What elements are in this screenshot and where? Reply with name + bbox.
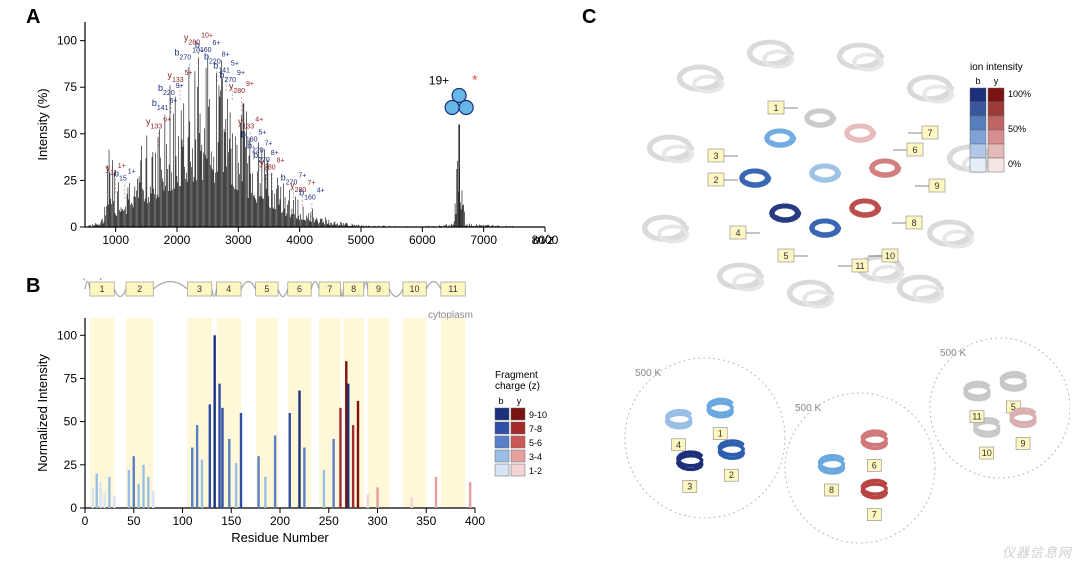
svg-text:7-8: 7-8	[529, 424, 542, 434]
svg-text:5-6: 5-6	[529, 438, 542, 448]
svg-text:ion intensity: ion intensity	[970, 62, 1023, 73]
svg-text:9: 9	[934, 181, 939, 191]
svg-text:6: 6	[872, 460, 877, 470]
svg-text:6: 6	[912, 145, 917, 155]
svg-text:7: 7	[872, 510, 877, 520]
svg-text:10: 10	[410, 284, 420, 294]
svg-text:3: 3	[197, 284, 202, 294]
svg-text:50%: 50%	[1008, 124, 1026, 134]
svg-text:150: 150	[221, 514, 241, 528]
svg-text:8: 8	[911, 218, 916, 228]
svg-text:1000: 1000	[102, 233, 129, 247]
svg-text:7: 7	[927, 128, 932, 138]
svg-text:300: 300	[367, 514, 387, 528]
svg-text:50: 50	[64, 127, 78, 141]
svg-text:2: 2	[713, 175, 718, 185]
svg-text:5: 5	[264, 284, 269, 294]
svg-text:9: 9	[376, 284, 381, 294]
svg-text:500 K: 500 K	[940, 348, 966, 359]
panel-c-structure: 1234567891011ion intensityby100%50%0%500…	[600, 8, 1070, 563]
svg-text:100: 100	[172, 514, 192, 528]
svg-text:9-10: 9-10	[529, 410, 547, 420]
svg-text:y: y	[517, 396, 522, 406]
svg-text:200: 200	[270, 514, 290, 528]
svg-text:4: 4	[676, 440, 681, 450]
svg-text:5: 5	[783, 251, 788, 261]
watermark: 仪器信息网	[1002, 542, 1072, 561]
svg-text:2: 2	[729, 470, 734, 480]
svg-text:4000: 4000	[286, 233, 313, 247]
svg-text:3: 3	[713, 151, 718, 161]
svg-text:0%: 0%	[1008, 159, 1021, 169]
svg-text:y2809+: y2809+	[229, 81, 254, 95]
svg-text:25: 25	[64, 458, 78, 472]
svg-text:b2207+: b2207+	[247, 140, 273, 154]
svg-text:3000: 3000	[225, 233, 252, 247]
svg-text:11: 11	[855, 261, 864, 271]
svg-text:Residue Number: Residue Number	[231, 530, 329, 545]
svg-text:2: 2	[137, 284, 142, 294]
svg-text:3: 3	[687, 481, 692, 491]
svg-text:4: 4	[735, 228, 740, 238]
svg-text:0: 0	[70, 501, 77, 515]
svg-text:350: 350	[416, 514, 436, 528]
svg-text:y1336+: y1336+	[146, 116, 171, 130]
svg-text:75: 75	[64, 80, 78, 94]
svg-text:19+: 19+	[429, 74, 449, 88]
svg-text:6: 6	[297, 284, 302, 294]
svg-text:500 K: 500 K	[795, 403, 821, 414]
svg-text:11: 11	[448, 284, 457, 294]
svg-text:1: 1	[773, 103, 778, 113]
svg-text:b: b	[498, 396, 503, 406]
svg-text:charge (z): charge (z)	[495, 381, 540, 392]
svg-text:25: 25	[64, 173, 78, 187]
svg-text:1: 1	[100, 284, 105, 294]
svg-text:100: 100	[57, 34, 77, 48]
svg-text:3-4: 3-4	[529, 452, 542, 462]
svg-text:100: 100	[57, 328, 77, 342]
svg-text:1-2: 1-2	[529, 466, 542, 476]
svg-text:11: 11	[972, 412, 981, 422]
svg-text:5000: 5000	[348, 233, 375, 247]
svg-text:0: 0	[70, 220, 77, 234]
svg-text:8: 8	[829, 485, 834, 495]
svg-text:50: 50	[64, 415, 78, 429]
svg-text:m/z: m/z	[533, 232, 554, 247]
svg-text:b1604+: b1604+	[299, 187, 325, 201]
svg-text:0: 0	[82, 514, 89, 528]
panel-c-label: C	[582, 6, 596, 29]
svg-text:100%: 100%	[1008, 89, 1031, 99]
svg-text:y2808+: y2808+	[259, 157, 284, 171]
svg-text:500 K: 500 K	[635, 368, 661, 379]
svg-text:2000: 2000	[164, 233, 191, 247]
svg-text:b1416+: b1416+	[152, 97, 178, 111]
svg-text:y: y	[994, 76, 999, 86]
svg-text:400: 400	[465, 514, 485, 528]
svg-text:periplasm: periplasm	[83, 278, 126, 281]
panel-b-residue-plot: periplasmcytoplasm1234567891011050100150…	[30, 278, 570, 563]
svg-text:7000: 7000	[470, 233, 497, 247]
svg-text:250: 250	[319, 514, 339, 528]
svg-text:Intensity (%): Intensity (%)	[35, 88, 50, 160]
svg-text:10: 10	[885, 251, 895, 261]
svg-text:b: b	[975, 76, 980, 86]
svg-text:8: 8	[351, 284, 356, 294]
svg-text:y1334+: y1334+	[238, 116, 263, 130]
svg-text:10: 10	[982, 448, 992, 458]
svg-text:75: 75	[64, 371, 78, 385]
panel-a-spectrum: 1000200030004000500060007000800002550751…	[30, 12, 570, 272]
svg-text:b2708+: b2708+	[253, 150, 279, 164]
svg-text:Fragment: Fragment	[495, 370, 538, 381]
svg-text:50: 50	[127, 514, 141, 528]
svg-text:6000: 6000	[409, 233, 436, 247]
svg-text:7: 7	[327, 284, 332, 294]
svg-text:1: 1	[718, 429, 723, 439]
svg-text:9: 9	[1021, 438, 1026, 448]
svg-text:4: 4	[226, 284, 231, 294]
svg-text:Normalized Intensity: Normalized Intensity	[35, 354, 50, 472]
svg-text:*: *	[472, 72, 478, 88]
svg-text:b151+: b151+	[114, 168, 136, 182]
